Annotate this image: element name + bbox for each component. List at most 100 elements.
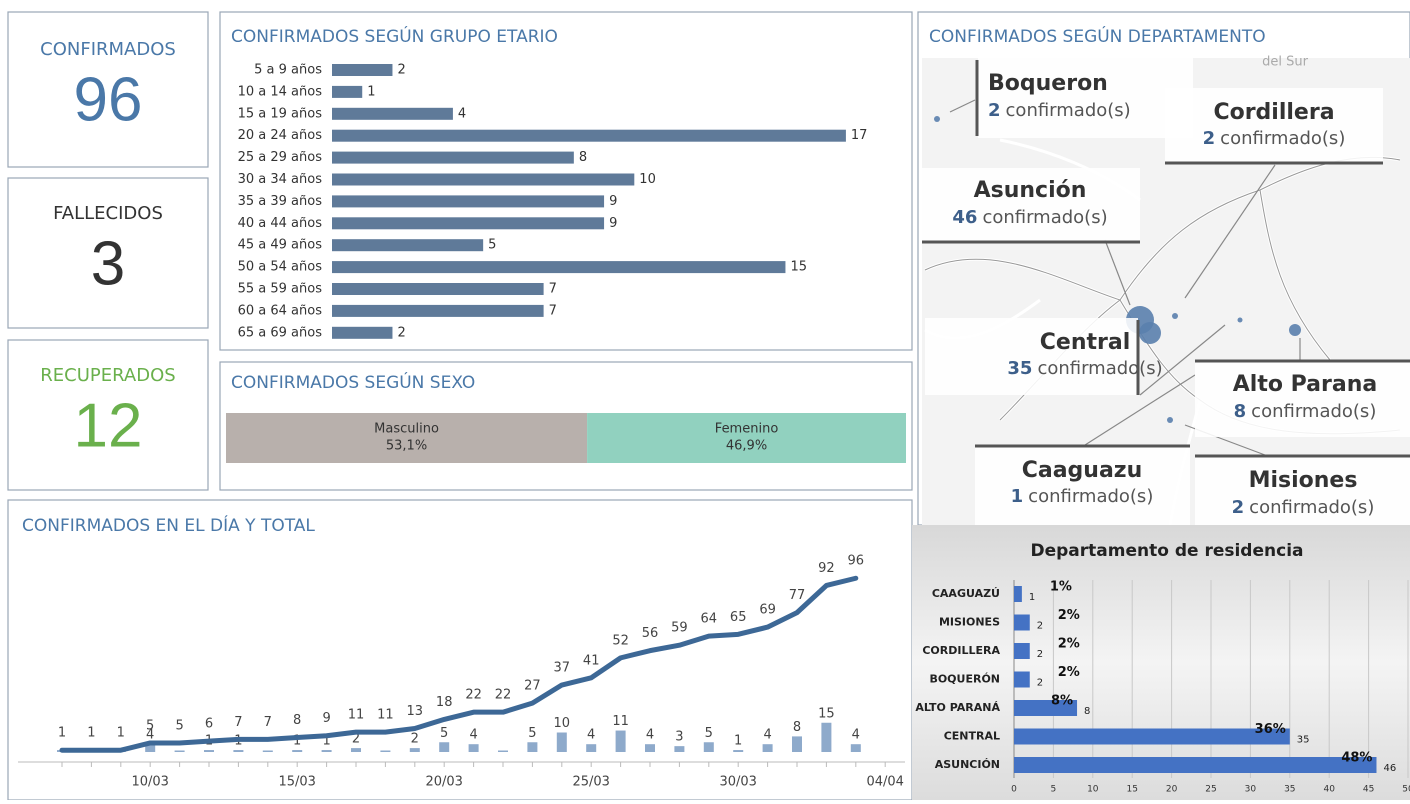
line — [59, 575, 859, 753]
data-label: 9 — [609, 216, 617, 231]
x-tick-label: 25 — [1205, 785, 1216, 795]
bar — [498, 750, 508, 752]
bar — [351, 748, 361, 752]
y-tick-label: 60 a 64 años — [238, 303, 323, 318]
data-label: 1 — [1029, 592, 1035, 603]
percent-label: 48% — [1341, 751, 1372, 766]
bar — [262, 750, 273, 752]
x-tick-label: 20 — [1166, 785, 1178, 795]
callout-count: 8 confirmado(s) — [1234, 401, 1377, 422]
text-part: confirmado(s) — [982, 207, 1107, 228]
text-part: 35 — [1007, 358, 1032, 379]
x-tick-label: 25/03 — [572, 775, 609, 790]
bar — [1014, 614, 1030, 631]
data-label: 4 — [587, 728, 595, 743]
data-label: 5 — [175, 718, 183, 733]
chart-title: CONFIRMADOS SEGÚN SEXO — [231, 371, 475, 393]
y-tick-label: CAAGUAZÚ — [932, 587, 1000, 600]
bar — [292, 750, 303, 752]
map-dot — [934, 116, 940, 122]
callout-count: 2 confirmado(s) — [1232, 497, 1375, 518]
bar — [733, 750, 744, 752]
data-label: 10 — [554, 716, 571, 731]
percent-label: 1% — [1050, 580, 1072, 595]
data-label: 18 — [436, 695, 453, 710]
percent-label: 2% — [1058, 637, 1080, 652]
bar — [821, 722, 832, 752]
y-tick-label: 55 a 59 años — [238, 282, 323, 297]
data-label: 64 — [701, 612, 718, 627]
data-label: 11 — [377, 708, 394, 723]
kpi-box — [7, 11, 209, 168]
x-tick-label: 45 — [1363, 785, 1374, 795]
data-label: 11 — [612, 714, 629, 729]
callout-count: 35 confirmado(s) — [1007, 358, 1162, 379]
bar — [556, 732, 567, 752]
data-label: 41 — [583, 653, 600, 668]
y-tick-label: ALTO PARANÁ — [915, 701, 1000, 714]
data-label: 56 — [642, 626, 659, 641]
callout-count: 2 confirmado(s) — [1203, 128, 1346, 149]
bar — [703, 742, 714, 752]
data-label: 8 — [1084, 706, 1090, 717]
data-label: 3 — [675, 730, 683, 745]
bar — [1014, 643, 1030, 659]
percent-label: 36% — [1255, 722, 1286, 737]
chart-bg — [912, 525, 1410, 800]
bar — [586, 744, 597, 752]
callout-name: Misiones — [1249, 468, 1358, 493]
y-tick-label: 5 a 9 años — [254, 63, 322, 78]
text-part: confirmado(s) — [1037, 358, 1162, 379]
data-label: 8 — [293, 713, 301, 728]
data-label: 22 — [465, 688, 482, 703]
callout-box — [922, 168, 1140, 243]
bar — [321, 750, 332, 752]
percent-label: 2% — [1058, 608, 1080, 623]
bar — [332, 217, 605, 230]
bar — [332, 173, 635, 186]
data-label: 4 — [146, 728, 154, 743]
bar — [145, 744, 156, 752]
x-tick-label: 04/04 — [866, 775, 903, 790]
data-label: 2 — [1037, 678, 1043, 689]
kpi-label: FALLECIDOS — [53, 203, 163, 224]
callout-name: Central — [1040, 330, 1130, 355]
data-label: 69 — [759, 603, 776, 618]
callout-name: Boqueron — [988, 71, 1108, 96]
x-tick-label: 50 — [1402, 785, 1410, 795]
bar-segment — [226, 413, 588, 463]
data-label: 13 — [407, 704, 424, 719]
bar — [332, 64, 393, 76]
data-label: 52 — [612, 633, 629, 648]
y-tick-label: BOQUERÓN — [929, 673, 1000, 686]
map-dot — [1172, 313, 1178, 319]
y-tick-label: 35 a 39 años — [238, 194, 323, 209]
data-label: 27 — [524, 679, 541, 694]
x-tick-label: 30 — [1245, 785, 1257, 795]
callout-box — [925, 318, 1138, 395]
bar — [332, 85, 363, 98]
percent-label: 8% — [1051, 694, 1073, 709]
data-label: 77 — [789, 588, 806, 603]
bar — [527, 742, 538, 752]
kpi-box — [7, 177, 209, 329]
callout-arrow — [1139, 324, 1226, 396]
data-label: 10 — [639, 172, 656, 187]
kpi-value: 3 — [91, 229, 125, 298]
data-label: 37 — [554, 661, 571, 676]
data-label: 9 — [322, 711, 330, 726]
data-label: 8 — [793, 720, 801, 735]
text-part: 2 — [988, 100, 1001, 121]
data-label: 4 — [646, 728, 654, 743]
text-part: 2 — [1203, 128, 1216, 149]
bar — [233, 750, 244, 752]
data-label: 1 — [734, 734, 742, 749]
data-label: 2 — [397, 325, 405, 340]
data-label: 2 — [1037, 621, 1043, 632]
data-label: 1 — [322, 734, 330, 749]
text-part: confirmado(s) — [1249, 497, 1374, 518]
data-label: 2 — [397, 63, 405, 78]
bar — [439, 742, 450, 752]
bar — [792, 736, 802, 752]
data-label: 1 — [117, 726, 125, 741]
